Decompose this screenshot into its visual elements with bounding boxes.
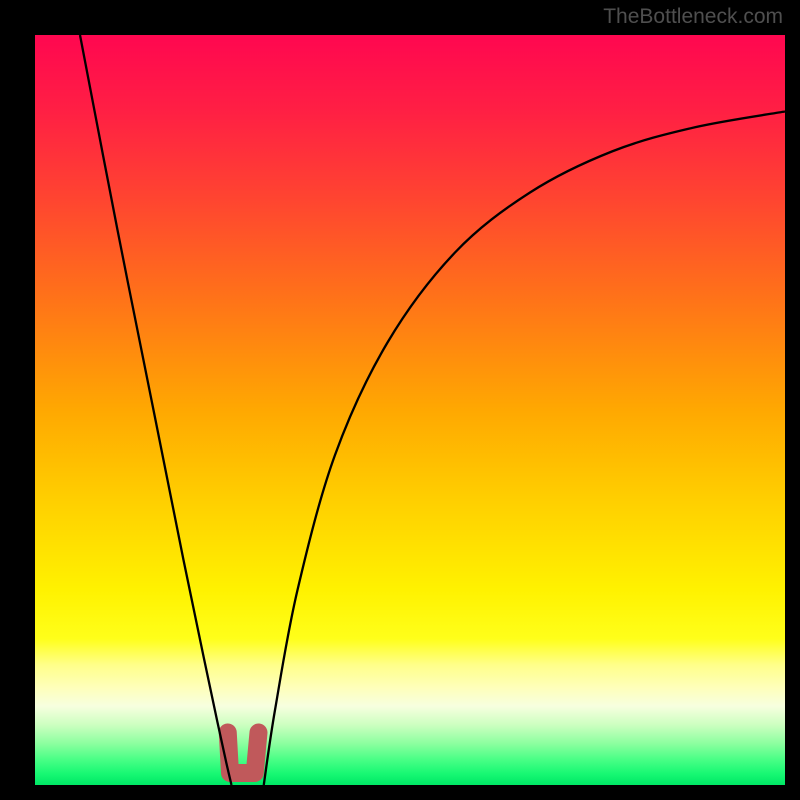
valley-marker — [228, 733, 259, 774]
watermark-text: TheBottleneck.com — [603, 5, 783, 29]
plot-area — [35, 35, 785, 785]
curve-overlay — [35, 35, 785, 785]
right-curve — [264, 112, 785, 786]
left-curve — [80, 35, 232, 785]
